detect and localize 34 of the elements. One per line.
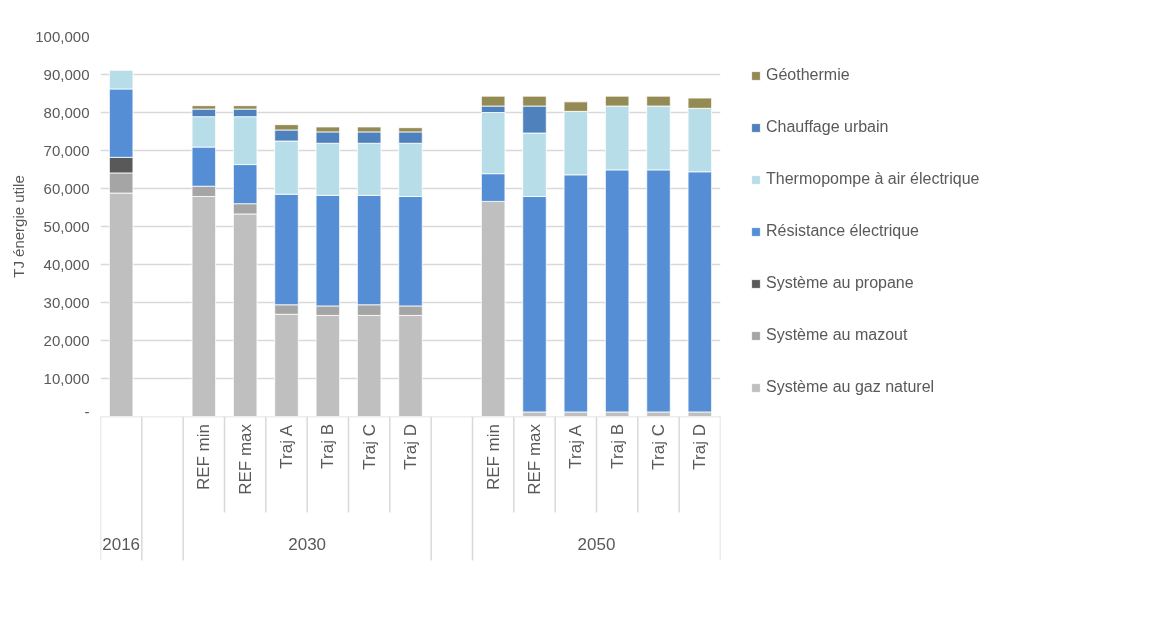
x-tick-label: Traj B (318, 423, 338, 469)
legend-label: Thermopompe à air électrique (766, 170, 980, 188)
y-tick-label: 50,000 (43, 217, 90, 235)
x-tick-label: Traj C (649, 423, 668, 470)
legend-label: Géothermie (766, 66, 850, 84)
x-tick-label: Traj D (401, 423, 420, 470)
text: 2030 (288, 535, 327, 554)
x-tick-label: REF min (194, 423, 214, 491)
x-tick-label: REF max (525, 423, 544, 495)
y-tick-label: 60,000 (43, 179, 90, 197)
y-tick-label: 70,000 (43, 141, 90, 159)
y-tick-label: 40,000 (43, 255, 90, 273)
y-tick-label: 100,000 (35, 27, 90, 45)
text: 2050 (577, 535, 616, 554)
x-tick-label: Traj A (566, 424, 586, 469)
y-tick-label: 30,000 (43, 293, 90, 311)
x-tick-label: REF max (235, 423, 255, 495)
legend-label: Chauffage urbain (766, 118, 889, 136)
x-tick-label: Traj C (359, 423, 379, 470)
y-tick-label: 90,000 (43, 65, 90, 83)
y-tick-label: - (84, 402, 90, 420)
legend-label: Système au mazout (766, 326, 908, 344)
legend-label: Résistance électrique (766, 222, 919, 240)
y-tick-label: 80,000 (43, 103, 90, 121)
y-tick-label: 20,000 (43, 331, 90, 349)
legend-label: Système au gaz naturel (766, 378, 935, 396)
y-axis-title: TJ énergie utile (10, 175, 28, 278)
x-tick-label: Traj D (690, 423, 710, 470)
legend-label: Système au propane (766, 274, 914, 292)
y-tick-label: 10,000 (43, 369, 90, 387)
x-tick-label: Traj B (607, 423, 627, 469)
text: 2016 (102, 535, 141, 554)
x-tick-label: REF min (483, 423, 503, 491)
x-tick-label: Traj A (277, 424, 296, 469)
